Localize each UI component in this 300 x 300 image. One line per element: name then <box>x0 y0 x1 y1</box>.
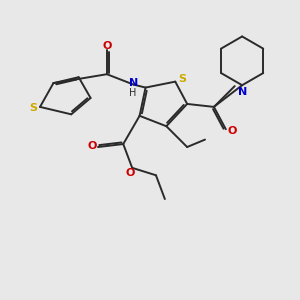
Text: O: O <box>126 168 135 178</box>
Text: O: O <box>102 41 112 51</box>
Text: N: N <box>129 78 138 88</box>
Text: S: S <box>178 74 186 84</box>
Text: N: N <box>238 87 248 97</box>
Text: O: O <box>228 126 237 136</box>
Text: H: H <box>129 88 137 98</box>
Text: S: S <box>29 103 38 113</box>
Text: O: O <box>87 141 97 152</box>
